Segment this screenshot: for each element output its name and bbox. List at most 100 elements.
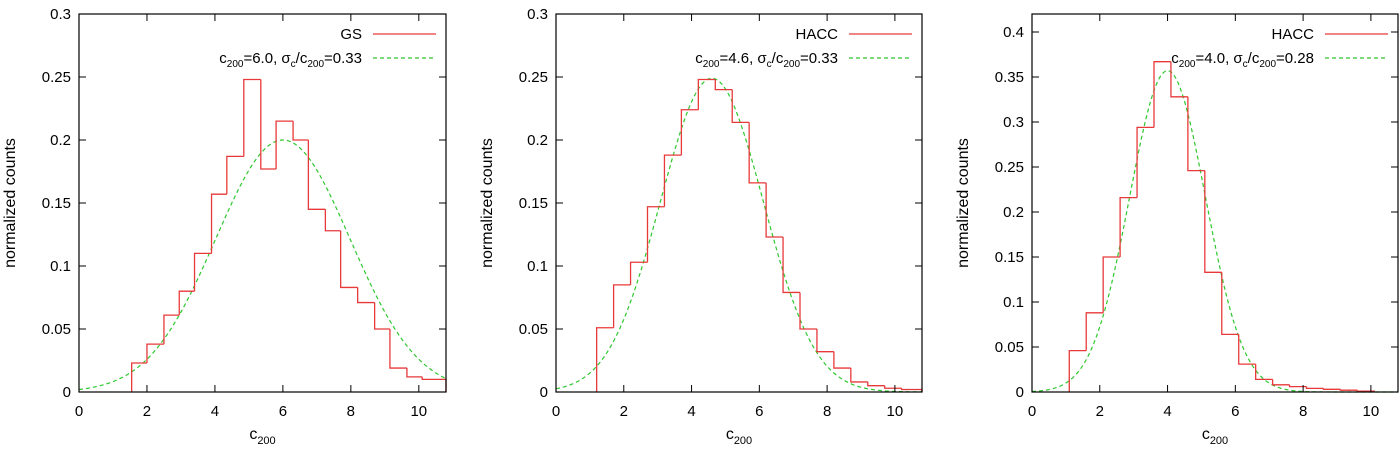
histogram-bin — [1170, 61, 1188, 98]
histogram-bin — [646, 206, 665, 263]
x-tick-label: 6 — [755, 403, 763, 420]
x-tick-label: 4 — [1163, 403, 1171, 420]
x-tick-label: 6 — [1231, 403, 1239, 420]
histogram-bin — [1085, 312, 1104, 351]
histogram-bin — [1255, 364, 1273, 381]
histogram-bin — [131, 362, 147, 392]
y-tick-label: 0.25 — [995, 159, 1024, 176]
y-tick-label: 0.2 — [527, 132, 548, 149]
histogram-series — [131, 78, 447, 392]
histogram-bin — [714, 79, 733, 91]
histogram-bin — [612, 284, 631, 328]
y-tick-label: 0.15 — [42, 195, 71, 212]
histogram-bin — [884, 385, 902, 389]
y-tick-label: 0.2 — [50, 132, 71, 149]
y-tick-label: 0.15 — [995, 249, 1024, 266]
x-tick-label: 8 — [347, 403, 355, 420]
histogram-bin — [799, 292, 817, 330]
y-tick-label: 0 — [540, 384, 548, 401]
histogram-bin — [782, 237, 800, 294]
x-tick-label: 10 — [1363, 403, 1380, 420]
y-tick-label: 0 — [1016, 384, 1024, 401]
y-tick-label: 0.25 — [519, 69, 548, 86]
plot-frame — [1031, 13, 1399, 393]
legend-label-fit: c200=4.6, σc/c200=0.33 — [695, 50, 838, 70]
histogram-bin — [210, 193, 227, 254]
legend: HACC c200=4.6, σc/c200=0.33 — [695, 26, 912, 70]
legend-label-fit: c200=4.0, σc/c200=0.28 — [1171, 50, 1314, 70]
histogram-bin — [816, 329, 834, 353]
x-tick-label: 8 — [1299, 403, 1307, 420]
y-tick-label: 0 — [63, 384, 71, 401]
histogram-bin — [1187, 96, 1205, 172]
y-tick-label: 0.05 — [995, 339, 1024, 356]
y-axis-label: normalized counts — [479, 138, 496, 268]
fit-curve — [555, 77, 923, 393]
y-tick-label: 0.05 — [519, 321, 548, 338]
histogram-bin — [226, 155, 244, 195]
histogram-bin — [1102, 256, 1121, 313]
plot-frame — [78, 13, 447, 393]
y-tick-label: 0.3 — [527, 6, 548, 23]
histogram-bin — [748, 122, 767, 184]
histogram-bin — [307, 140, 326, 210]
x-tick-label: 2 — [143, 403, 151, 420]
histogram-bin — [867, 381, 885, 387]
histogram-bin — [629, 261, 648, 285]
y-tick-label: 0.05 — [42, 321, 71, 338]
histogram-bin — [1322, 388, 1341, 390]
y-axis-label: normalized counts — [955, 138, 972, 268]
x-tick-label: 2 — [620, 403, 628, 420]
histogram-bin — [596, 327, 614, 392]
histogram-bin — [850, 368, 868, 383]
y-tick-label: 0.1 — [527, 258, 548, 275]
legend: HACC c200=4.0, σc/c200=0.28 — [1171, 26, 1388, 70]
legend: GS c200=6.0, σc/c200=0.33 — [219, 26, 436, 70]
y-tick-label: 0.3 — [50, 6, 71, 23]
x-tick-label: 4 — [687, 403, 695, 420]
y-tick-label: 0.3 — [1003, 114, 1024, 131]
histogram-bin — [421, 376, 447, 392]
panel-2: 0 2 4 6 8 10 0 0.05 0.1 0.15 0.2 0.25 0.3 c200 normali… — [479, 6, 923, 447]
y-tick-label: 0.4 — [1003, 24, 1024, 41]
histogram-bin — [260, 79, 277, 170]
histogram-bin — [356, 287, 375, 304]
histogram-bin — [340, 230, 358, 289]
histogram-bin — [1271, 379, 1290, 386]
histogram-bin — [193, 252, 212, 292]
x-tick-label: 4 — [211, 403, 219, 420]
histogram-bin — [1136, 126, 1154, 198]
y-tick-label: 0.2 — [1003, 204, 1024, 221]
histogram-bin — [292, 121, 309, 141]
histogram-bin — [1305, 386, 1324, 390]
x-tick-label: 8 — [823, 403, 831, 420]
histogram-bin — [1221, 272, 1239, 336]
histogram-bin — [697, 78, 716, 110]
histogram-bin — [731, 89, 750, 124]
x-tick-label: 2 — [1096, 403, 1104, 420]
histogram-bin — [680, 109, 699, 156]
y-tick-label: 0.25 — [42, 69, 71, 86]
x-tick-label: 0 — [1028, 403, 1036, 420]
histogram-bin — [1288, 384, 1307, 388]
y-tick-label: 0.1 — [1003, 294, 1024, 311]
x-tick-label: 0 — [75, 403, 83, 420]
fit-curve — [1031, 70, 1398, 393]
x-tick-label: 10 — [410, 403, 427, 420]
histogram-bin — [146, 343, 164, 364]
panel-3: 0 2 4 6 8 10 0 0.05 0.1 0.15 0.2 0.25 0.3 0.35 0.4 c200… — [955, 13, 1399, 447]
histogram-bin — [373, 302, 390, 330]
y-tick-label: 0.35 — [995, 69, 1024, 86]
x-tick-label: 0 — [552, 403, 560, 420]
legend-label-histogram: GS — [340, 26, 362, 43]
legend-label-histogram: HACC — [795, 26, 838, 43]
x-tick-label: 10 — [887, 403, 904, 420]
histogram-bin — [1068, 349, 1087, 392]
histogram-bin — [324, 209, 341, 232]
panel-1: 0 2 4 6 8 10 0 0.05 0.1 0.15 0.2 0.25 0.3 c200 normali… — [2, 6, 447, 447]
histogram-bin — [833, 351, 851, 369]
histogram-bin — [765, 182, 784, 238]
y-axis-label: normalized counts — [2, 138, 19, 268]
histogram-series — [1068, 61, 1375, 392]
